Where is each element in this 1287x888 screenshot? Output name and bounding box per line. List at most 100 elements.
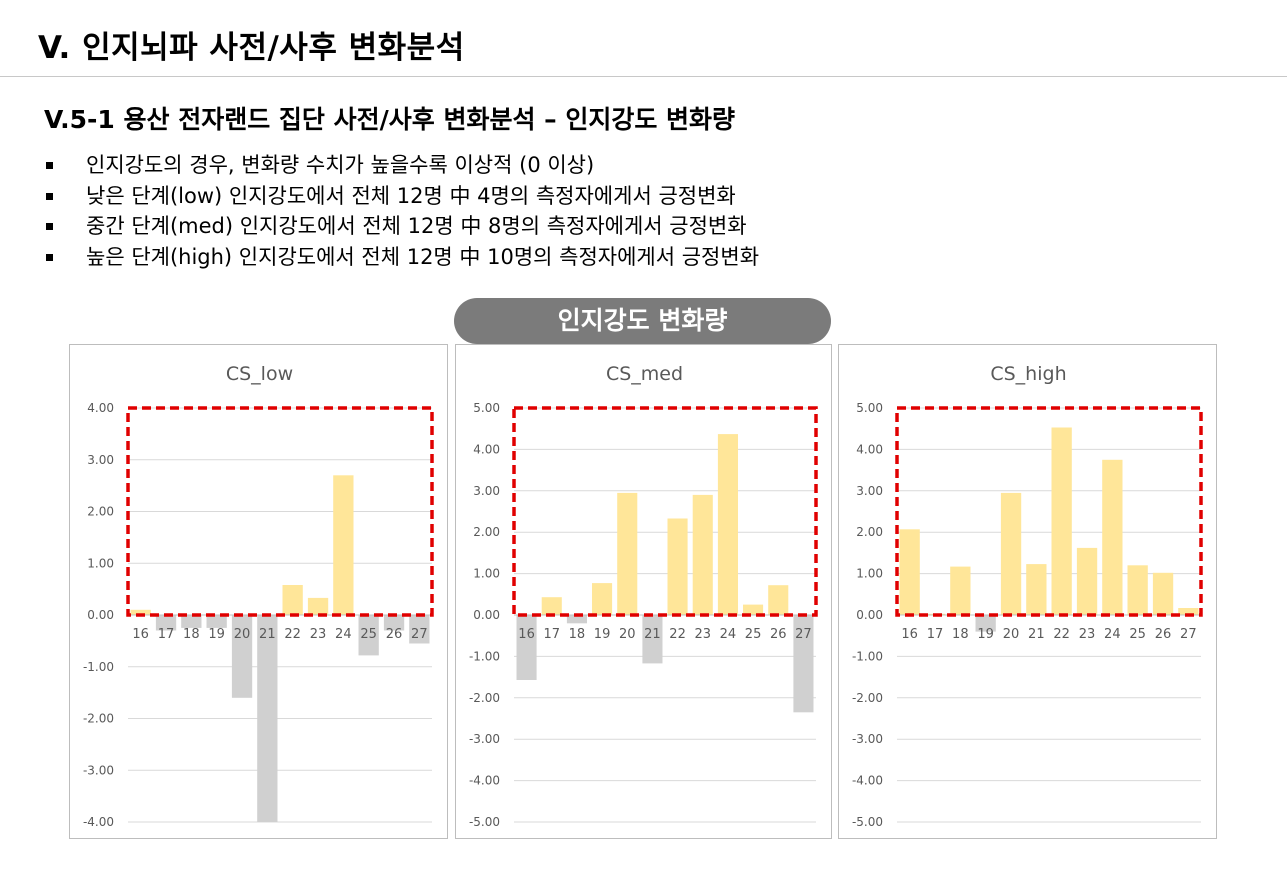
bar <box>592 583 613 615</box>
bar <box>333 475 354 615</box>
x-tick-label: 17 <box>158 627 175 642</box>
x-tick-label: 26 <box>770 627 787 642</box>
bullet-list: 인지강도의 경우, 변화량 수치가 높을수록 이상적 (0 이상) 낮은 단계(… <box>46 150 759 272</box>
x-tick-label: 18 <box>569 627 586 642</box>
y-tick-label: 3.00 <box>856 484 883 498</box>
bar-chart-2: CS_high 5.00 4.00 3.00 2.00 1.00 0.00 -1.00 -2.0… <box>852 363 1203 829</box>
x-tick-label: 19 <box>977 627 994 642</box>
y-tick-label: -4.00 <box>83 815 114 829</box>
section-heading: V.5-1 용산 전자랜드 집단 사전/사후 변화분석 – 인지강도 변화량 <box>44 105 736 134</box>
y-tick-label: -5.00 <box>852 815 883 829</box>
y-tick-label: -1.00 <box>852 649 883 663</box>
bar-chart-1: CS_med 5.00 4.00 3.00 2.00 1.00 0.00 -1.00 -2.00… <box>469 363 818 829</box>
x-tick-label: 27 <box>411 627 428 642</box>
bar <box>566 615 587 624</box>
y-tick-label: 0.00 <box>87 608 114 622</box>
y-tick-label: -5.00 <box>469 815 500 829</box>
bullet-square-icon <box>46 192 53 200</box>
x-tick-label: 23 <box>310 627 327 642</box>
x-tick-label: 19 <box>594 627 611 642</box>
x-tick-label: 20 <box>619 627 636 642</box>
bar-chart-0: CS_low 4.00 3.00 2.00 1.00 0.00 -1.00 -2.00 -3.0… <box>83 363 434 829</box>
bar <box>1152 572 1174 615</box>
y-tick-label: 5.00 <box>473 401 500 415</box>
x-tick-label: 23 <box>1079 627 1096 642</box>
x-tick-label: 23 <box>694 627 711 642</box>
y-tick-label: 3.00 <box>473 484 500 498</box>
x-tick-label: 26 <box>386 627 403 642</box>
y-tick-label: 4.00 <box>473 442 500 456</box>
positive-region-highlight <box>895 406 1203 617</box>
chart-panel-high: CS_high 5.00 4.00 3.00 2.00 1.00 0.00 -1.00 -2.0… <box>838 344 1217 839</box>
x-tick-label: 20 <box>1003 627 1020 642</box>
y-tick-label: -2.00 <box>469 691 500 705</box>
y-tick-label: -4.00 <box>852 774 883 788</box>
y-tick-label: 2.00 <box>856 525 883 539</box>
bullet-text: 인지강도의 경우, 변화량 수치가 높을수록 이상적 (0 이상) <box>86 153 595 177</box>
bar <box>617 492 638 615</box>
bullet-text: 중간 단계(med) 인지강도에서 전체 12명 中 8명의 측정자에게서 긍정… <box>86 214 747 238</box>
bullet-square-icon <box>46 223 53 230</box>
y-tick-label: -4.00 <box>469 774 500 788</box>
y-tick-label: -2.00 <box>83 712 114 726</box>
y-tick-label: 1.00 <box>473 567 500 581</box>
x-tick-label: 18 <box>952 627 969 642</box>
bar <box>307 597 329 615</box>
bar <box>181 615 202 628</box>
chart-group-badge: 인지강도 변화량 <box>454 298 831 344</box>
bar <box>899 529 920 615</box>
bar <box>409 615 430 644</box>
chart-panel-med: CS_med 5.00 4.00 3.00 2.00 1.00 0.00 -1.00 -2.00… <box>455 344 832 839</box>
bullet-text: 높은 단계(high) 인지강도에서 전체 12명 中 10명의 측정자에게서 … <box>86 244 760 269</box>
y-tick-label: -3.00 <box>83 763 114 777</box>
bar <box>793 615 814 713</box>
page-title: V. 인지뇌파 사전/사후 변화분석 <box>38 30 465 66</box>
x-tick-label: 21 <box>644 627 661 642</box>
x-tick-label: 21 <box>259 627 276 642</box>
x-tick-label: 20 <box>234 627 251 642</box>
y-tick-label: 0.00 <box>856 608 883 622</box>
x-tick-label: 17 <box>543 627 560 642</box>
bar <box>1051 427 1072 615</box>
bar <box>282 585 303 615</box>
x-tick-label: 25 <box>1129 627 1146 642</box>
y-tick-label: 3.00 <box>87 453 114 467</box>
bar <box>383 615 405 631</box>
y-tick-label: -2.00 <box>852 691 883 705</box>
bar <box>206 615 227 628</box>
bar <box>155 615 177 631</box>
x-tick-label: 27 <box>1180 627 1197 642</box>
bar <box>231 615 253 698</box>
y-tick-label: 4.00 <box>856 442 883 456</box>
positive-region-highlight <box>512 406 818 617</box>
x-tick-label: 27 <box>795 627 812 642</box>
title-divider <box>0 76 1287 77</box>
y-tick-label: -3.00 <box>852 732 883 746</box>
y-tick-label: 2.00 <box>473 525 500 539</box>
bar <box>743 604 764 615</box>
x-tick-label: 19 <box>208 627 225 642</box>
y-tick-label: 0.00 <box>473 608 500 622</box>
bar <box>516 615 537 680</box>
bar <box>642 615 663 664</box>
chart-panel-low: CS_low 4.00 3.00 2.00 1.00 0.00 -1.00 -2.00 -3.0… <box>69 344 448 839</box>
bullet-square-icon <box>46 253 53 261</box>
y-tick-label: 2.00 <box>87 505 114 519</box>
bar <box>257 615 278 822</box>
chart-title: CS_low <box>226 363 293 385</box>
positive-region-highlight <box>126 406 434 617</box>
bullet-item: 높은 단계(high) 인지강도에서 전체 12명 中 10명의 측정자에게서 … <box>46 242 759 273</box>
bullet-item: 낮은 단계(low) 인지강도에서 전체 12명 中 4명의 측정자에게서 긍정… <box>46 181 759 212</box>
bar <box>1026 564 1047 615</box>
bar <box>717 434 738 615</box>
x-tick-label: 25 <box>360 627 377 642</box>
bar <box>1127 565 1148 615</box>
bar <box>130 609 151 615</box>
y-tick-label: 1.00 <box>856 567 883 581</box>
chart-title: CS_high <box>990 363 1066 385</box>
bar <box>667 518 688 615</box>
x-tick-label: 16 <box>518 627 535 642</box>
x-tick-label: 22 <box>284 627 301 642</box>
bar <box>768 585 789 615</box>
bar <box>975 615 996 632</box>
